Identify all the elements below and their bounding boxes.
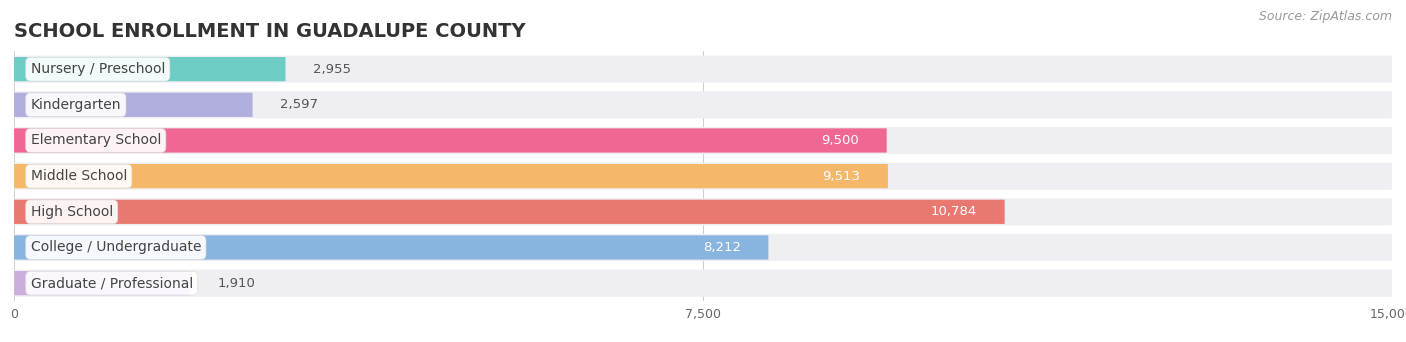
Text: 2,597: 2,597 bbox=[280, 98, 318, 111]
FancyBboxPatch shape bbox=[14, 235, 769, 260]
Text: 8,212: 8,212 bbox=[703, 241, 741, 254]
FancyBboxPatch shape bbox=[14, 128, 887, 153]
Text: 9,513: 9,513 bbox=[823, 170, 860, 183]
Text: High School: High School bbox=[31, 205, 112, 219]
FancyBboxPatch shape bbox=[14, 234, 1392, 261]
Text: 2,955: 2,955 bbox=[314, 63, 352, 76]
Text: 10,784: 10,784 bbox=[931, 205, 977, 218]
FancyBboxPatch shape bbox=[14, 56, 1392, 83]
FancyBboxPatch shape bbox=[14, 91, 1392, 118]
Text: Kindergarten: Kindergarten bbox=[31, 98, 121, 112]
FancyBboxPatch shape bbox=[14, 269, 1392, 297]
Text: Source: ZipAtlas.com: Source: ZipAtlas.com bbox=[1258, 10, 1392, 23]
FancyBboxPatch shape bbox=[14, 57, 285, 81]
FancyBboxPatch shape bbox=[14, 271, 190, 295]
Text: Elementary School: Elementary School bbox=[31, 133, 160, 147]
Text: SCHOOL ENROLLMENT IN GUADALUPE COUNTY: SCHOOL ENROLLMENT IN GUADALUPE COUNTY bbox=[14, 23, 526, 41]
FancyBboxPatch shape bbox=[14, 127, 1392, 154]
Text: Nursery / Preschool: Nursery / Preschool bbox=[31, 62, 165, 76]
Text: Middle School: Middle School bbox=[31, 169, 127, 183]
FancyBboxPatch shape bbox=[14, 162, 1392, 190]
FancyBboxPatch shape bbox=[14, 93, 253, 117]
Text: 9,500: 9,500 bbox=[821, 134, 859, 147]
Text: College / Undergraduate: College / Undergraduate bbox=[31, 240, 201, 254]
FancyBboxPatch shape bbox=[14, 198, 1392, 225]
FancyBboxPatch shape bbox=[14, 164, 889, 188]
FancyBboxPatch shape bbox=[14, 200, 1005, 224]
Text: Graduate / Professional: Graduate / Professional bbox=[31, 276, 193, 290]
Text: 1,910: 1,910 bbox=[217, 277, 254, 290]
